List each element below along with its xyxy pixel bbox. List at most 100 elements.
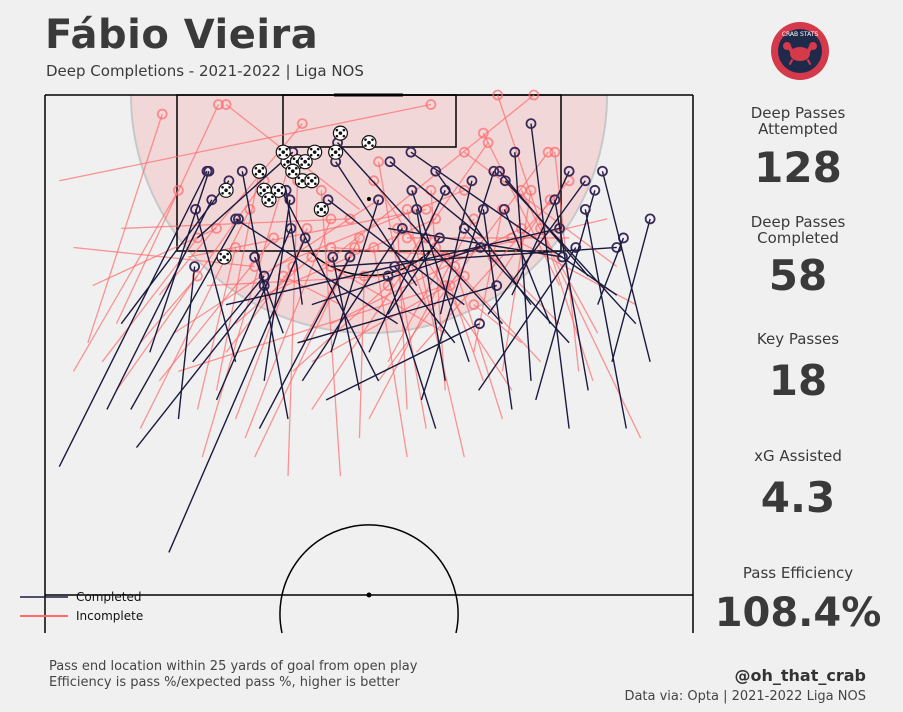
completed-pass-line <box>330 199 380 353</box>
completed-pass-line <box>611 218 651 363</box>
incomplete-pass-line <box>292 285 389 372</box>
completed-pass-line <box>197 151 294 239</box>
completed-pass-end <box>488 165 500 177</box>
completed-pass-end <box>498 203 510 215</box>
key-pass-ball-icon <box>270 182 287 198</box>
incomplete-pass-line <box>311 275 465 363</box>
incomplete-pass-end <box>477 127 489 139</box>
key-pass-ball-icon <box>328 144 344 160</box>
key-pass-ball-icon <box>307 144 323 160</box>
stat-completed-value: 58 <box>768 251 828 300</box>
completed-pass-end <box>230 213 241 225</box>
completed-pass-line <box>106 199 213 410</box>
footnote-line2: Efficiency is pass %/expected pass %, hi… <box>49 675 400 690</box>
completed-pass-line <box>235 218 398 325</box>
completed-pass-line <box>192 275 265 363</box>
completed-pass-end <box>557 251 568 263</box>
incomplete-pass-end <box>156 108 168 120</box>
incomplete-pass-end <box>354 232 365 244</box>
completed-pass-end <box>327 251 339 263</box>
page-title: Fábio Vieira <box>45 12 319 58</box>
stat-attempted-label-line2: Attempted <box>758 120 838 138</box>
incomplete-pass-end <box>458 146 470 158</box>
key-pass-markers <box>216 125 377 265</box>
incomplete-pass-end <box>325 213 337 225</box>
incomplete-pass-line <box>320 94 535 268</box>
key-pass-ball-icon <box>216 249 232 265</box>
stat-efficiency-label: Pass Efficiency <box>742 564 854 582</box>
incomplete-pass-end <box>525 184 537 196</box>
stat-completed-label-line2: Completed <box>757 229 839 247</box>
key-pass-ball-icon <box>297 154 313 170</box>
completed-pass-end <box>396 223 408 234</box>
completed-pass-line <box>327 199 465 306</box>
data-source: Data via: Opta | 2021-2022 Liga NOS <box>624 689 866 704</box>
incomplete-pass-end <box>268 232 280 244</box>
incomplete-pass-end <box>368 175 380 187</box>
completed-pass-end <box>499 175 511 187</box>
completed-passes <box>58 118 656 553</box>
completed-pass-end <box>525 118 537 129</box>
incomplete-pass-line <box>435 247 542 363</box>
incomplete-pass-line <box>201 151 294 458</box>
incomplete-pass-line <box>101 237 198 363</box>
completed-pass-line <box>420 171 495 401</box>
incomplete-pass-end <box>458 184 470 196</box>
stat-completed-label-line1: Deep Passes <box>750 213 846 231</box>
stat-attempted-label-line1: Deep Passes <box>750 104 846 122</box>
incomplete-pass-end <box>173 184 184 196</box>
completed-pass-end <box>491 280 503 291</box>
incomplete-pass-end <box>358 270 370 282</box>
completed-pass-line <box>241 171 289 420</box>
logo-text: CRAB STATS <box>782 31 819 38</box>
completed-pass-line <box>280 189 380 382</box>
completed-pass-end <box>411 203 423 215</box>
completed-pass-line <box>482 209 513 410</box>
completed-pass-line <box>535 190 596 401</box>
completed-pass-line <box>411 190 470 363</box>
incomplete-pass-line <box>430 190 446 391</box>
incomplete-pass-line <box>115 104 220 324</box>
key-pass-ball-icon <box>275 144 291 160</box>
completed-pass-end <box>644 213 656 225</box>
completed-pass-line <box>584 209 627 429</box>
completed-pass-line <box>263 199 291 381</box>
completed-pass-end <box>405 146 417 158</box>
page-subtitle: Deep Completions - 2021-2022 | Liga NOS <box>46 62 364 80</box>
stat-keypasses-value: 18 <box>768 356 828 405</box>
stat-attempted-value: 128 <box>754 143 842 192</box>
incomplete-pass-line <box>196 247 237 410</box>
incomplete-pass-line <box>173 199 379 334</box>
completed-pass-end <box>458 223 470 234</box>
incomplete-pass-line <box>449 285 484 382</box>
incomplete-pass-line <box>473 304 522 344</box>
incomplete-pass-end <box>349 242 361 253</box>
stat-attempted-label: Deep Passes Attempted <box>703 105 893 137</box>
pitch-markings <box>44 93 694 634</box>
incomplete-pass-line <box>92 227 217 287</box>
key-pass-ball-icon <box>304 173 320 189</box>
completed-pass-line <box>597 237 625 305</box>
incomplete-pass-end <box>468 299 480 311</box>
incomplete-pass-end <box>544 194 556 206</box>
incomplete-pass-end <box>444 280 456 291</box>
centre-spot <box>366 592 372 598</box>
incomplete-pass-end <box>213 99 224 110</box>
footnote-line1: Pass end location within 25 yards of goa… <box>49 659 418 674</box>
completed-pass-line <box>601 171 651 362</box>
completed-pass-line <box>120 180 230 325</box>
stat-xg-label: xG Assisted <box>754 447 842 465</box>
completed-pass-end <box>466 175 478 187</box>
incomplete-pass-end <box>528 89 540 101</box>
completed-pass-line <box>330 246 617 268</box>
incomplete-pass-line <box>215 171 261 391</box>
completed-pass-line <box>499 170 589 277</box>
incomplete-pass-line <box>59 103 432 182</box>
completed-pass-line <box>514 152 532 381</box>
completed-pass-end <box>570 242 582 253</box>
incomplete-pass-end <box>492 89 504 101</box>
completed-pass-line <box>503 209 551 324</box>
key-pass-ball-icon <box>218 182 234 198</box>
completed-pass-line <box>439 180 473 315</box>
